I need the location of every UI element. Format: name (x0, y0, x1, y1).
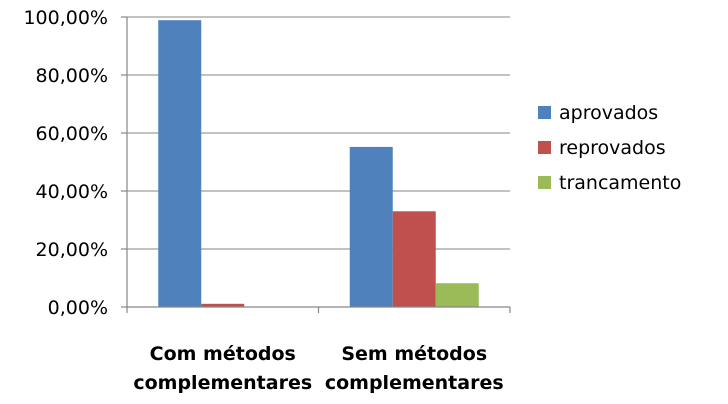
y-tick-labels: 0,00% 20,00% 40,00% 60,00% 80,00% 100,00% (23, 7, 108, 319)
x-category-label: complementares (325, 372, 504, 394)
bar-aprovados (158, 20, 202, 307)
bar-aprovados (349, 146, 393, 307)
y-tick-label: 0,00% (48, 297, 108, 319)
y-tick-label: 80,00% (36, 65, 108, 87)
x-category-labels: Com métodos complementares Sem métodos comp… (133, 343, 503, 394)
y-tick-label: 40,00% (36, 181, 108, 203)
legend: aprovados reprovados trancamento (538, 102, 681, 194)
x-category-label: complementares (133, 372, 312, 394)
axes (121, 16, 511, 313)
legend-swatch-reprovados (538, 141, 551, 154)
bar-reprovados (392, 211, 436, 307)
legend-label-trancamento: trancamento (559, 172, 681, 194)
legend-label-reprovados: reprovados (559, 137, 666, 159)
y-tick-label: 20,00% (36, 239, 108, 261)
bars (158, 20, 479, 307)
legend-swatch-aprovados (538, 106, 551, 119)
bar-reprovados (201, 303, 245, 307)
y-tick-label: 100,00% (23, 7, 108, 29)
bar-trancamento (435, 283, 479, 307)
y-tick-label: 60,00% (36, 123, 108, 145)
x-category-label: Sem métodos (341, 343, 487, 365)
legend-label-aprovados: aprovados (559, 102, 658, 124)
x-category-label: Com métodos (150, 343, 296, 365)
legend-swatch-trancamento (538, 176, 551, 189)
